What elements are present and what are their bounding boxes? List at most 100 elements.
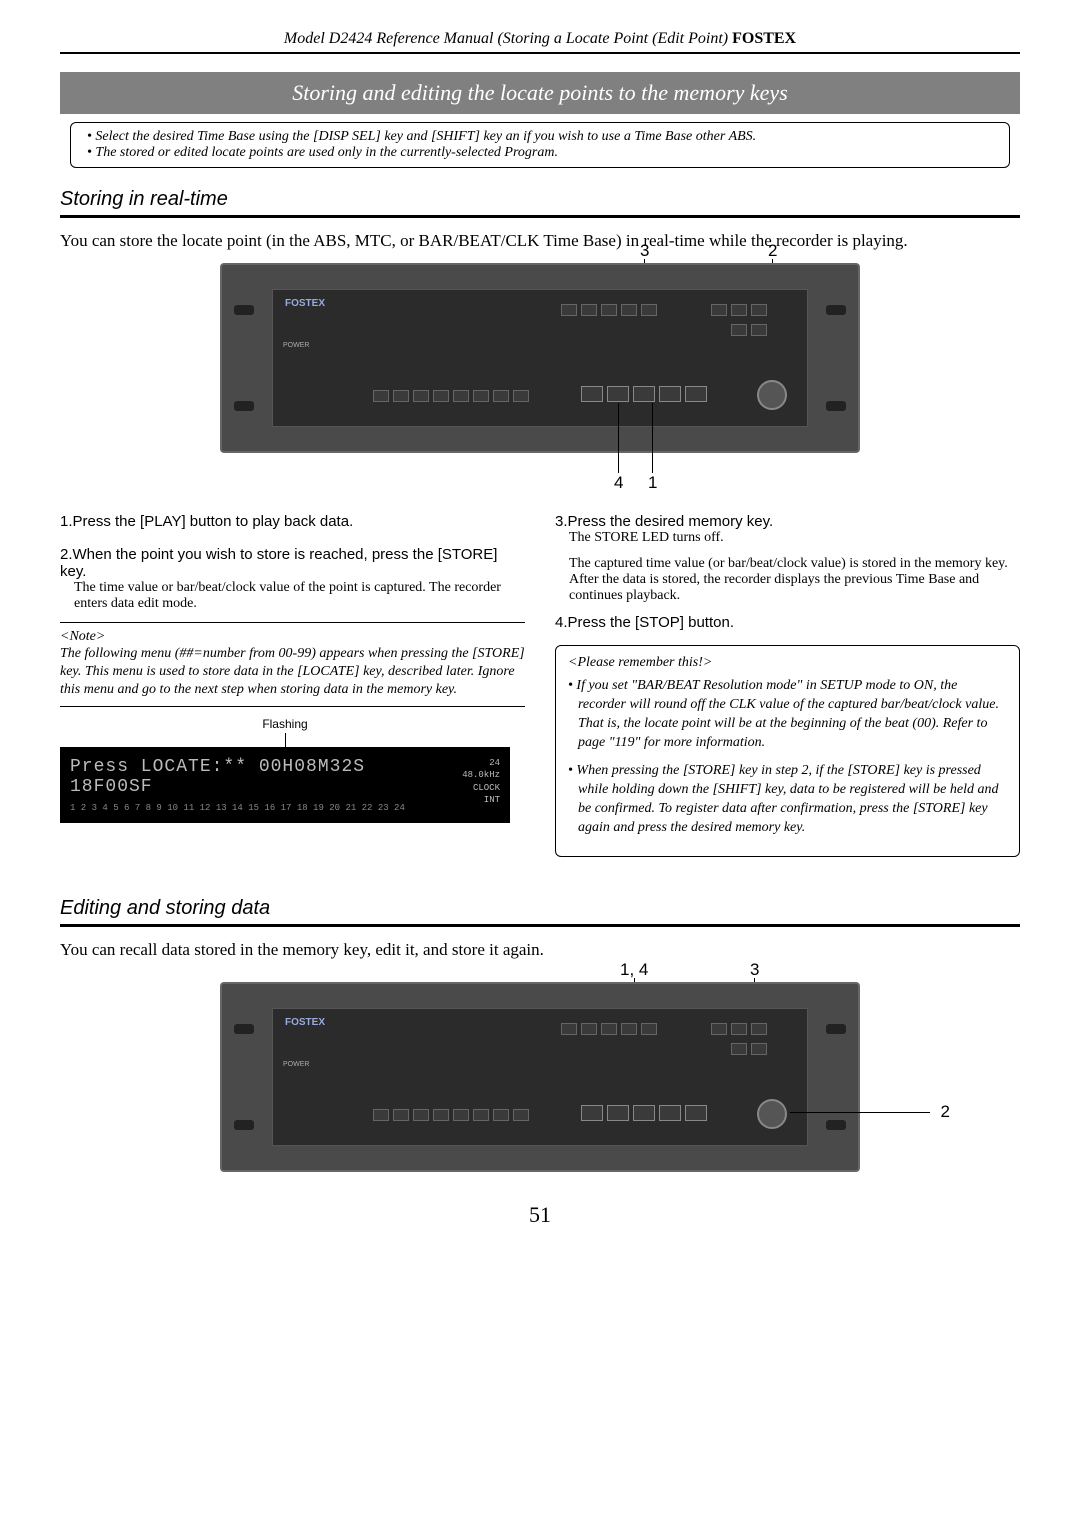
step-3-body-1: The STORE LED turns off. <box>569 530 1020 546</box>
control-key[interactable] <box>751 304 767 316</box>
track-button[interactable] <box>413 390 429 402</box>
flashing-label: Flashing <box>60 717 510 731</box>
callout-line <box>652 403 653 473</box>
control-key[interactable] <box>711 304 727 316</box>
jog-wheel[interactable] <box>757 1099 787 1129</box>
callout-1-4: 1, 4 <box>620 960 648 980</box>
memory-key[interactable] <box>581 304 597 316</box>
track-button[interactable] <box>433 390 449 402</box>
rew-button[interactable] <box>659 386 681 402</box>
step-3-head: 3.Press the desired memory key. <box>555 513 1020 530</box>
control-key[interactable] <box>751 1023 767 1035</box>
track-button[interactable] <box>413 1109 429 1121</box>
lcd-clock: CLOCK INT <box>452 782 500 807</box>
track-button[interactable] <box>433 1109 449 1121</box>
ff-button[interactable] <box>685 386 707 402</box>
track-button[interactable] <box>453 390 469 402</box>
track-button[interactable] <box>493 1109 509 1121</box>
memory-key[interactable] <box>641 1023 657 1035</box>
fostex-logo: FOSTEX <box>285 298 325 309</box>
control-key-row <box>711 1023 767 1035</box>
note-text: The following menu (##=number from 00-99… <box>60 645 525 700</box>
track-button[interactable] <box>393 1109 409 1121</box>
handle-icon <box>234 1024 254 1034</box>
track-button[interactable] <box>513 390 529 402</box>
record-button[interactable] <box>581 1105 603 1121</box>
play-button[interactable] <box>633 1105 655 1121</box>
track-button[interactable] <box>473 1109 489 1121</box>
device-panel: FOSTEX POWER <box>272 289 808 427</box>
stop-button[interactable] <box>607 386 629 402</box>
remember-box: <Please remember this!> If you set "BAR/… <box>555 645 1020 857</box>
control-key-row <box>711 304 767 316</box>
control-key[interactable] <box>731 1023 747 1035</box>
memory-key[interactable] <box>601 304 617 316</box>
rew-button[interactable] <box>659 1105 681 1121</box>
track-button-row <box>373 1109 529 1121</box>
step-1-head: 1.Press the [PLAY] button to play back d… <box>60 513 525 530</box>
remember-item: If you set "BAR/BEAT Resolution mode" in… <box>568 677 1007 753</box>
memory-key[interactable] <box>621 304 637 316</box>
remember-item: When pressing the [STORE] key in step 2,… <box>568 762 1007 838</box>
device-chassis: FOSTEX POWER <box>220 263 860 453</box>
lcd-samplerate: 48.0kHz <box>452 769 500 782</box>
stop-button[interactable] <box>607 1105 629 1121</box>
subsection-storing-realtime: Storing in real-time <box>60 188 1020 211</box>
handle-icon <box>826 1024 846 1034</box>
control-key[interactable] <box>731 324 747 336</box>
two-column-layout: 1.Press the [PLAY] button to play back d… <box>60 513 1020 857</box>
track-button[interactable] <box>393 390 409 402</box>
memory-key[interactable] <box>641 304 657 316</box>
top-note-item: Select the desired Time Base using the [… <box>87 129 993 145</box>
memory-key[interactable] <box>601 1023 617 1035</box>
lcd-bit: 24 <box>452 757 500 770</box>
divider <box>60 215 1020 218</box>
track-button[interactable] <box>373 390 389 402</box>
page-number: 51 <box>60 1202 1020 1228</box>
step-2-head: 2.When the point you wish to store is re… <box>60 546 525 580</box>
power-label: POWER <box>283 1061 309 1068</box>
handle-icon <box>234 1120 254 1130</box>
editing-paragraph: You can recall data stored in the memory… <box>60 939 1020 962</box>
memory-key[interactable] <box>561 1023 577 1035</box>
top-note-item: The stored or edited locate points are u… <box>87 145 993 161</box>
left-column: 1.Press the [PLAY] button to play back d… <box>60 513 525 857</box>
track-button[interactable] <box>373 1109 389 1121</box>
control-key[interactable] <box>731 304 747 316</box>
control-key[interactable] <box>711 1023 727 1035</box>
track-button[interactable] <box>473 390 489 402</box>
memory-key[interactable] <box>621 1023 637 1035</box>
play-button[interactable] <box>633 386 655 402</box>
divider <box>60 924 1020 927</box>
section-title-bar: Storing and editing the locate points to… <box>60 72 1020 114</box>
device-panel: FOSTEX POWER <box>272 1008 808 1146</box>
step-3-body-2: The captured time value (or bar/beat/clo… <box>569 556 1020 604</box>
lcd-main-text: Press LOCATE:** 00H08M32S 18F00SF <box>70 757 452 797</box>
remember-title: <Please remember this!> <box>568 654 1007 673</box>
track-button-row <box>373 390 529 402</box>
lcd-track-numbers: 1 2 3 4 5 6 7 8 9 10 11 12 13 14 15 16 1… <box>70 803 452 813</box>
record-button[interactable] <box>581 386 603 402</box>
jog-wheel[interactable] <box>757 380 787 410</box>
note-block: <Note> The following menu (##=number fro… <box>60 622 525 707</box>
power-label: POWER <box>283 342 309 349</box>
callout-3b: 3 <box>750 960 759 980</box>
callout-3: 3 <box>640 241 649 261</box>
memory-key-row <box>561 1023 657 1035</box>
control-key[interactable] <box>751 1043 767 1055</box>
control-key[interactable] <box>751 324 767 336</box>
device-figure-1: 3 2 FOSTEX POWER <box>220 263 860 453</box>
track-button[interactable] <box>493 390 509 402</box>
right-column: 3.Press the desired memory key. The STOR… <box>555 513 1020 857</box>
callout-2: 2 <box>768 241 777 261</box>
memory-key-row <box>561 304 657 316</box>
memory-key[interactable] <box>561 304 577 316</box>
ff-button[interactable] <box>685 1105 707 1121</box>
subsection-editing-storing: Editing and storing data <box>60 897 1020 920</box>
memory-key[interactable] <box>581 1023 597 1035</box>
track-button[interactable] <box>453 1109 469 1121</box>
track-button[interactable] <box>513 1109 529 1121</box>
control-key-row <box>731 1043 767 1055</box>
control-key[interactable] <box>731 1043 747 1055</box>
transport-row <box>581 386 707 402</box>
